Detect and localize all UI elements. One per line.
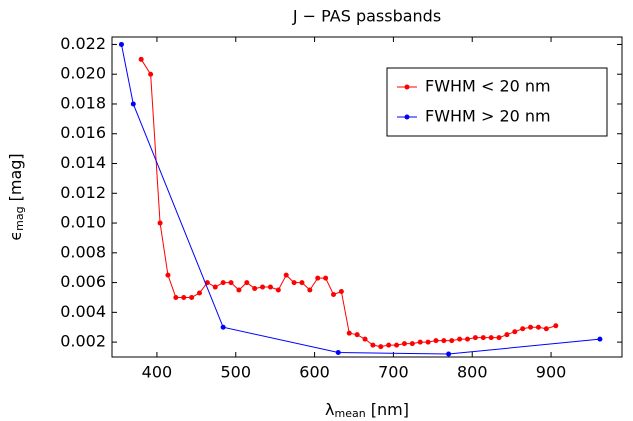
data-point bbox=[138, 56, 144, 62]
data-point bbox=[386, 342, 392, 348]
y-tick-label: 0.004 bbox=[60, 302, 106, 321]
legend-label: FWHM > 20 nm bbox=[425, 107, 551, 126]
data-point bbox=[236, 287, 242, 293]
data-point bbox=[553, 323, 559, 329]
data-point bbox=[528, 324, 534, 330]
data-point bbox=[252, 286, 258, 292]
data-point bbox=[165, 272, 171, 278]
data-point bbox=[181, 294, 187, 300]
data-point bbox=[118, 41, 124, 47]
y-label-subscript: mag bbox=[13, 206, 26, 230]
y-tick-label: 0.006 bbox=[60, 272, 106, 291]
data-point bbox=[267, 284, 273, 290]
data-point bbox=[244, 280, 250, 286]
legend-label: FWHM < 20 nm bbox=[425, 77, 551, 96]
data-point bbox=[189, 294, 195, 300]
data-point bbox=[220, 280, 226, 286]
y-label-symbol: ϵ bbox=[6, 231, 25, 241]
y-tick-label: 0.014 bbox=[60, 153, 106, 172]
legend-box bbox=[386, 67, 608, 137]
data-point bbox=[291, 280, 297, 286]
data-point bbox=[130, 101, 136, 107]
x-tick-label: 500 bbox=[220, 363, 251, 382]
x-tick-label: 800 bbox=[457, 363, 488, 382]
data-point bbox=[157, 220, 163, 226]
y-tick-label: 0.020 bbox=[60, 64, 106, 83]
x-label-unit: [nm] bbox=[371, 400, 409, 419]
data-point bbox=[488, 335, 494, 341]
x-label-symbol: λ bbox=[325, 400, 334, 419]
data-point bbox=[480, 335, 486, 341]
data-point bbox=[449, 338, 455, 344]
x-tick-label: 400 bbox=[142, 363, 173, 382]
y-axis-label: ϵmag [mag] bbox=[6, 153, 27, 240]
data-point bbox=[433, 338, 439, 344]
y-tick-label: 0.002 bbox=[60, 332, 106, 351]
data-point bbox=[472, 335, 478, 341]
data-point bbox=[354, 332, 360, 338]
y-tick-label: 0.010 bbox=[60, 213, 106, 232]
data-point bbox=[362, 336, 368, 342]
x-label-subscript: mean bbox=[335, 407, 366, 420]
data-point bbox=[299, 280, 305, 286]
series-line bbox=[120, 44, 600, 355]
data-point bbox=[330, 291, 336, 297]
data-point bbox=[465, 336, 471, 342]
data-point bbox=[275, 287, 281, 293]
x-axis-label: λmean [nm] bbox=[325, 400, 409, 421]
data-point bbox=[315, 275, 321, 281]
data-point bbox=[370, 342, 376, 348]
data-point bbox=[283, 272, 289, 278]
data-point bbox=[378, 344, 384, 350]
x-tick-label: 600 bbox=[299, 363, 330, 382]
y-tick-label: 0.022 bbox=[60, 34, 106, 53]
y-tick-label: 0.008 bbox=[60, 242, 106, 261]
data-point bbox=[323, 275, 329, 281]
y-tick-label: 0.018 bbox=[60, 93, 106, 112]
data-point bbox=[457, 336, 463, 342]
data-point bbox=[260, 284, 266, 290]
data-point bbox=[425, 339, 431, 345]
data-point bbox=[307, 287, 313, 293]
data-point bbox=[173, 294, 179, 300]
data-point bbox=[212, 284, 218, 290]
data-point bbox=[417, 339, 423, 345]
data-point bbox=[228, 280, 234, 286]
data-point bbox=[394, 342, 400, 348]
chart-title: J − PAS passbands bbox=[292, 7, 441, 26]
y-label-unit: [mag] bbox=[6, 153, 25, 201]
data-point bbox=[520, 326, 526, 332]
data-point bbox=[220, 324, 226, 330]
data-point bbox=[535, 324, 541, 330]
data-point bbox=[446, 351, 452, 357]
data-point bbox=[504, 332, 510, 338]
data-point bbox=[597, 336, 603, 342]
data-point bbox=[346, 330, 352, 336]
legend-marker bbox=[404, 114, 410, 120]
plot-frame bbox=[111, 36, 623, 358]
data-point bbox=[401, 341, 407, 347]
data-point bbox=[335, 350, 341, 356]
x-tick-label: 700 bbox=[378, 363, 409, 382]
y-tick-label: 0.016 bbox=[60, 123, 106, 142]
data-point bbox=[441, 338, 447, 344]
y-tick-label: 0.012 bbox=[60, 183, 106, 202]
data-point bbox=[338, 289, 344, 295]
data-point bbox=[496, 335, 502, 341]
data-point bbox=[148, 71, 154, 77]
data-point bbox=[196, 290, 202, 296]
x-tick-label: 900 bbox=[536, 363, 567, 382]
data-point bbox=[512, 329, 518, 335]
data-point bbox=[543, 326, 549, 332]
data-point bbox=[409, 341, 415, 347]
legend-marker bbox=[404, 84, 410, 90]
